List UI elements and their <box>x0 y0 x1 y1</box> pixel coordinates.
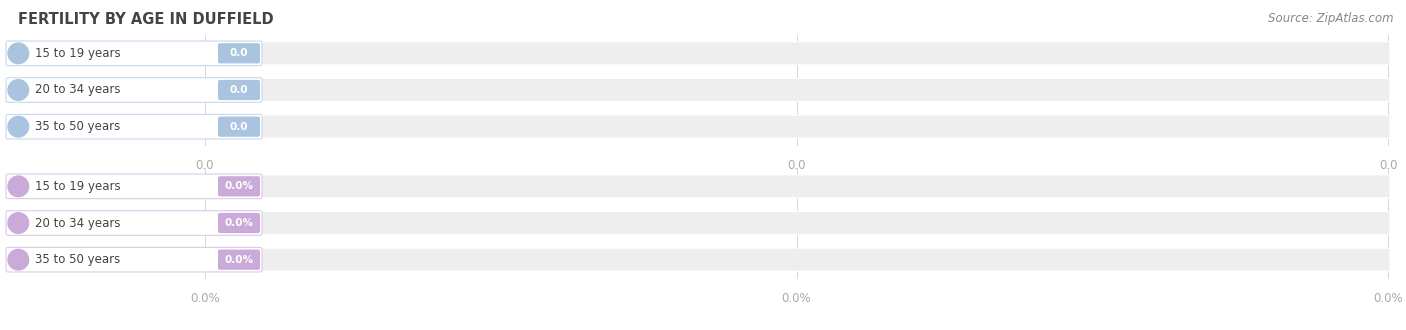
FancyBboxPatch shape <box>218 213 260 233</box>
FancyBboxPatch shape <box>6 78 262 102</box>
Text: 15 to 19 years: 15 to 19 years <box>35 180 121 193</box>
Text: Source: ZipAtlas.com: Source: ZipAtlas.com <box>1268 12 1393 25</box>
Text: FERTILITY BY AGE IN DUFFIELD: FERTILITY BY AGE IN DUFFIELD <box>18 12 274 27</box>
FancyBboxPatch shape <box>6 211 262 235</box>
FancyBboxPatch shape <box>218 80 260 100</box>
Text: 0.0%: 0.0% <box>225 181 253 191</box>
FancyBboxPatch shape <box>6 174 262 199</box>
FancyBboxPatch shape <box>218 249 260 270</box>
Text: 0.0: 0.0 <box>787 159 806 172</box>
Text: 20 to 34 years: 20 to 34 years <box>35 83 120 96</box>
Text: 0.0%: 0.0% <box>225 255 253 265</box>
Circle shape <box>8 176 28 197</box>
FancyBboxPatch shape <box>202 175 1391 198</box>
Text: 15 to 19 years: 15 to 19 years <box>35 47 121 60</box>
Text: 0.0%: 0.0% <box>190 292 219 305</box>
Text: 20 to 34 years: 20 to 34 years <box>35 216 120 229</box>
FancyBboxPatch shape <box>202 115 1391 138</box>
Text: 0.0: 0.0 <box>195 159 214 172</box>
FancyBboxPatch shape <box>202 212 1391 235</box>
FancyBboxPatch shape <box>218 116 260 137</box>
FancyBboxPatch shape <box>202 248 1391 271</box>
Circle shape <box>8 249 28 270</box>
FancyBboxPatch shape <box>6 41 262 66</box>
Text: 0.0: 0.0 <box>229 122 249 132</box>
Text: 0.0%: 0.0% <box>1374 292 1403 305</box>
FancyBboxPatch shape <box>218 176 260 196</box>
Text: 35 to 50 years: 35 to 50 years <box>35 253 120 266</box>
FancyBboxPatch shape <box>202 42 1391 65</box>
FancyBboxPatch shape <box>6 115 262 139</box>
Circle shape <box>8 213 28 233</box>
Circle shape <box>8 80 28 100</box>
Text: 0.0%: 0.0% <box>225 218 253 228</box>
Circle shape <box>8 116 28 137</box>
Circle shape <box>8 43 28 64</box>
Text: 0.0%: 0.0% <box>782 292 811 305</box>
FancyBboxPatch shape <box>218 43 260 63</box>
FancyBboxPatch shape <box>6 248 262 272</box>
FancyBboxPatch shape <box>202 79 1391 102</box>
Text: 35 to 50 years: 35 to 50 years <box>35 120 120 133</box>
Text: 0.0: 0.0 <box>229 85 249 95</box>
Text: 0.0: 0.0 <box>1379 159 1398 172</box>
Text: 0.0: 0.0 <box>229 48 249 58</box>
